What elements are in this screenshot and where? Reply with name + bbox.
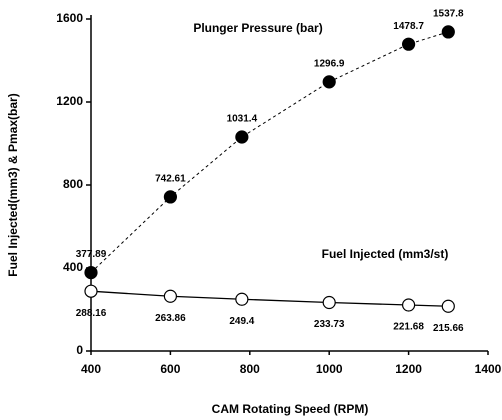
data-label: 1537.8 xyxy=(433,9,464,20)
data-label: 1296.9 xyxy=(314,59,345,70)
series-line xyxy=(90,290,449,307)
x-tick-label: 800 xyxy=(240,362,260,376)
data-point xyxy=(441,299,455,313)
data-label: 249.4 xyxy=(229,316,254,327)
series-name: Plunger Pressure (bar) xyxy=(193,21,322,35)
y-tick-label: 800 xyxy=(63,177,83,191)
data-point xyxy=(163,289,177,303)
data-label: 233.73 xyxy=(314,319,345,330)
x-tick-label: 1200 xyxy=(395,362,422,376)
data-point xyxy=(402,298,416,312)
data-point xyxy=(322,75,336,89)
series-name: Fuel Injected (mm3/st) xyxy=(322,247,449,261)
data-label: 263.86 xyxy=(155,313,186,324)
y-tick-label: 0 xyxy=(76,343,83,357)
x-tick-label: 1400 xyxy=(475,362,502,376)
series-line xyxy=(90,31,449,273)
data-label: 288.16 xyxy=(76,308,107,319)
y-axis-label: Fuel Injected(mm3) & Pmax(bar) xyxy=(6,93,20,276)
data-point xyxy=(322,295,336,310)
data-label: 221.68 xyxy=(393,322,424,333)
x-tick-label: 600 xyxy=(160,362,180,376)
data-point xyxy=(84,284,98,298)
data-point xyxy=(402,37,416,51)
x-tick-label: 1000 xyxy=(316,362,343,376)
data-point xyxy=(235,130,249,144)
y-tick-label: 1200 xyxy=(56,94,83,108)
data-label: 1031.4 xyxy=(227,114,258,125)
data-point xyxy=(84,265,98,280)
x-tick-label: 400 xyxy=(81,362,101,376)
data-label: 742.61 xyxy=(155,174,186,185)
y-tick-label: 1600 xyxy=(56,11,83,25)
data-label: 215.66 xyxy=(433,323,464,334)
data-point xyxy=(235,292,249,306)
data-label: 377.89 xyxy=(76,249,107,260)
data-point xyxy=(441,25,455,39)
x-axis-label: CAM Rotating Speed (RPM) xyxy=(212,402,369,416)
data-point xyxy=(163,190,177,204)
y-tick-label: 400 xyxy=(63,260,83,274)
data-label: 1478.7 xyxy=(393,21,424,32)
